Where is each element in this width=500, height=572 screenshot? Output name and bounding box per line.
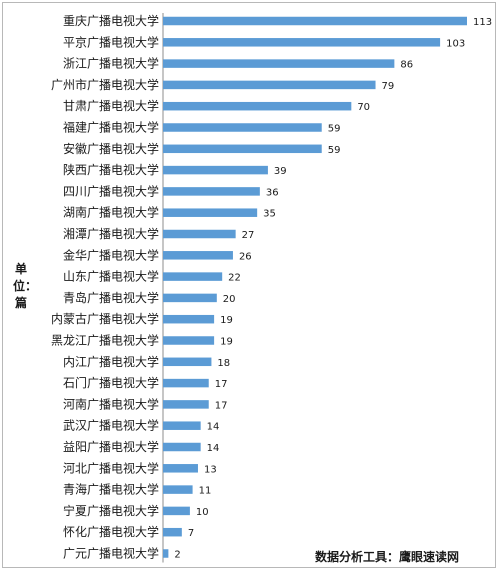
bar — [163, 336, 215, 345]
category-label: 河北广播电视大学 — [63, 460, 159, 475]
data-label: 39 — [274, 166, 287, 177]
data-label: 113 — [473, 17, 492, 28]
data-label: 13 — [204, 464, 217, 475]
category-label: 青岛广播电视大学 — [63, 290, 159, 305]
data-label: 59 — [328, 124, 341, 135]
category-label: 湖南广播电视大学 — [63, 205, 159, 220]
bar — [163, 101, 352, 111]
bar — [163, 378, 209, 388]
data-label: 35 — [263, 209, 276, 220]
data-label: 11 — [199, 486, 212, 497]
category-label: 甘肃广播电视大学 — [63, 98, 159, 113]
category-label: 内蒙古广播电视大学 — [51, 311, 159, 326]
bar — [163, 506, 190, 516]
data-label: 36 — [266, 187, 279, 198]
category-label: 益阳广播电视大学 — [63, 439, 159, 454]
category-label: 金华广播电视大学 — [63, 247, 159, 262]
category-label: 黑龙江广播电视大学 — [51, 333, 159, 348]
chart-frame: 重庆广播电视大学 113 平京广播电视大学 103 浙江广播电视大学 86 广州市广播电视大… — [2, 2, 496, 568]
data-label: 27 — [242, 230, 255, 241]
bar — [163, 251, 233, 260]
category-label: 平京广播电视大学 — [63, 34, 159, 49]
bar — [163, 527, 182, 537]
bar — [163, 123, 322, 132]
data-label: 17 — [215, 400, 228, 411]
bar — [163, 38, 441, 47]
data-label: 26 — [239, 251, 252, 262]
bar — [163, 272, 223, 281]
category-label: 广州市广播电视大学 — [51, 77, 159, 92]
category-label: 石门广播电视大学 — [63, 375, 159, 390]
bar — [163, 549, 169, 558]
category-label: 湘潭广播电视大学 — [63, 226, 159, 241]
bar — [163, 208, 258, 217]
category-label: 广元广播电视大学 — [63, 546, 159, 561]
category-label: 重庆广播电视大学 — [63, 13, 159, 28]
category-label: 福建广播电视大学 — [63, 120, 159, 135]
data-label: 103 — [446, 38, 465, 49]
data-label: 22 — [228, 273, 241, 284]
bar — [163, 293, 217, 303]
bar — [163, 59, 395, 68]
data-label: 2 — [174, 550, 180, 561]
data-label: 14 — [207, 422, 220, 433]
bar-chart: 重庆广播电视大学 113 平京广播电视大学 103 浙江广播电视大学 86 广州市广播电视大… — [51, 13, 492, 563]
data-label: 79 — [382, 81, 395, 92]
chart-marks: 重庆广播电视大学 113 平京广播电视大学 103 浙江广播电视大学 86 广州市广播电视大… — [51, 13, 492, 561]
data-label: 17 — [215, 379, 228, 390]
data-label: 20 — [223, 294, 236, 305]
category-label: 山东广播电视大学 — [63, 269, 159, 284]
category-label: 宁夏广播电视大学 — [63, 503, 159, 518]
data-label: 70 — [357, 102, 370, 113]
category-label: 安徽广播电视大学 — [63, 141, 159, 156]
category-label: 青海广播电视大学 — [63, 482, 159, 497]
unit-label: 单位：篇 — [13, 262, 38, 310]
bar — [163, 165, 268, 175]
bar — [163, 187, 260, 196]
bar — [163, 485, 193, 494]
data-label: 14 — [207, 443, 220, 454]
category-label: 陕西广播电视大学 — [63, 162, 159, 177]
source-note: 数据分析工具：鹰眼速读网 — [315, 550, 460, 564]
bar — [163, 357, 212, 367]
bar — [163, 229, 236, 239]
data-label: 19 — [220, 337, 233, 348]
data-label: 18 — [217, 358, 230, 369]
bar — [163, 464, 198, 473]
category-label: 武汉广播电视大学 — [63, 418, 159, 433]
bar — [163, 80, 376, 90]
bar — [163, 400, 209, 409]
data-label: 86 — [400, 60, 413, 71]
bar — [163, 421, 201, 430]
category-label: 怀化广播电视大学 — [63, 524, 159, 539]
category-label: 河南广播电视大学 — [63, 396, 159, 411]
category-label: 浙江广播电视大学 — [63, 56, 159, 71]
data-label: 10 — [196, 507, 209, 518]
bar — [163, 314, 215, 324]
data-label: 7 — [188, 528, 194, 539]
bar — [163, 16, 467, 26]
data-label: 19 — [220, 315, 233, 326]
bar — [163, 144, 322, 154]
bar — [163, 442, 201, 452]
data-label: 59 — [328, 145, 341, 156]
category-label: 内江广播电视大学 — [63, 354, 159, 369]
category-label: 四川广播电视大学 — [63, 183, 159, 198]
